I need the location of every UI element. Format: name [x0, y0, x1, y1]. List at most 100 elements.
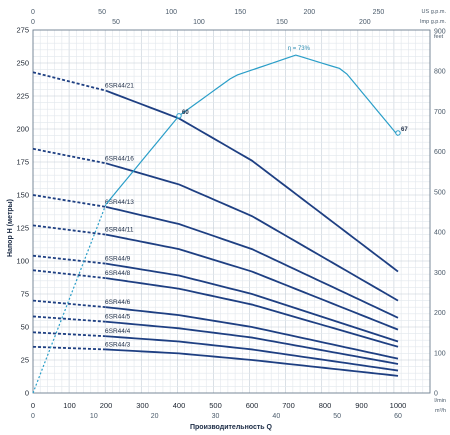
grid	[32, 29, 431, 394]
feet-tick-label: 800	[434, 69, 446, 76]
y-tick-label: 25	[21, 356, 29, 365]
efficiency-line	[105, 54, 399, 205]
right-unit-feet: feet	[434, 34, 444, 40]
top-tick-label-us: 100	[165, 9, 177, 16]
top-tick-label-us: 0	[31, 9, 35, 16]
top-tick-label-us: 250	[373, 9, 385, 16]
x-tick-label-m3h: 50	[333, 413, 341, 420]
x-tick-label-lmin: 600	[246, 401, 259, 410]
top-unit-us: US g.p.m.	[422, 9, 447, 15]
x-tick-label-m3h: 10	[90, 413, 98, 420]
top-tick-label-imp: 0	[31, 19, 35, 26]
pump-curve-dashed	[32, 194, 107, 208]
pump-curve	[105, 206, 399, 319]
efficiency-marker	[176, 113, 182, 119]
y-tick-label: 125	[16, 224, 29, 233]
x-tick-label-lmin: 800	[319, 401, 332, 410]
y-tick-label: 200	[16, 125, 29, 134]
feet-tick-label: 500	[434, 189, 446, 196]
pump-curve	[105, 320, 399, 365]
x-tick-label-lmin: 700	[282, 401, 295, 410]
feet-tick-label: 200	[434, 310, 446, 317]
x-tick-label-m3h: 40	[272, 413, 280, 420]
pump-curve-label: 6SR44/16	[105, 155, 134, 162]
efficiency-curve: η = 73% 60 67	[32, 46, 408, 394]
bottom-unit-lmin: l/min	[434, 398, 446, 404]
pump-curve	[105, 262, 399, 343]
efficiency-line-dashed	[32, 204, 107, 394]
tick-labels: 0255075100125150175200225250275010020030…	[16, 9, 445, 420]
pump-curve-label: 6SR44/6	[105, 299, 131, 306]
pump-curve	[105, 162, 399, 302]
y-tick-label: 0	[25, 389, 29, 398]
pump-curve-dashed	[32, 147, 107, 165]
x-tick-label-lmin: 0	[31, 401, 35, 410]
y-tick-label: 75	[21, 290, 29, 299]
pump-curve-dashed	[32, 299, 107, 309]
feet-tick-label: 300	[434, 270, 446, 277]
pump-curve-label: 6SR44/11	[105, 227, 134, 234]
feet-tick-label: 900	[434, 28, 446, 35]
x-tick-label-lmin: 1000	[390, 401, 407, 410]
pump-curve	[105, 335, 399, 372]
pump-curve-label: 6SR44/8	[105, 270, 131, 277]
y-tick-label: 175	[16, 158, 29, 167]
pump-curve-label: 6SR44/21	[105, 83, 134, 90]
x-tick-label-m3h: 60	[394, 413, 402, 420]
y-tick-label: 50	[21, 323, 29, 332]
x-tick-label-lmin: 200	[100, 401, 113, 410]
x-tick-label-lmin: 500	[209, 401, 222, 410]
pump-curve-label: 6SR44/5	[105, 314, 131, 321]
pump-curve-dashed	[32, 331, 107, 338]
pump-curve	[105, 277, 399, 348]
top-tick-label-imp: 150	[276, 19, 288, 26]
pump-curve	[105, 89, 399, 273]
pump-curve-dashed	[32, 269, 107, 280]
top-tick-label-us: 50	[98, 9, 106, 16]
pump-curve-label: 6SR44/3	[105, 341, 131, 348]
pump-curve-dashed	[32, 224, 107, 236]
pump-curve	[105, 348, 399, 377]
top-tick-label-imp: 200	[359, 19, 371, 26]
pump-curve-dashed	[32, 71, 107, 92]
pump-curves: 6SR44/21 6SR44/16 6SR44/13 6SR44/11 6SR44/9 6…	[32, 71, 399, 377]
y-tick-label: 100	[16, 257, 29, 266]
feet-tick-label: 100	[434, 350, 446, 357]
pump-curve-label: 6SR44/4	[105, 328, 131, 335]
feet-tick-label: 400	[434, 230, 446, 237]
y-tick-label: 275	[16, 26, 29, 35]
x-tick-label-lmin: 900	[355, 401, 368, 410]
efficiency-label: η = 73%	[288, 46, 311, 52]
y-tick-label: 150	[16, 191, 29, 200]
bottom-unit-m3h: m³/h	[435, 408, 446, 414]
plot-frame	[32, 29, 431, 394]
top-tick-label-us: 150	[234, 9, 246, 16]
top-tick-label-imp: 50	[112, 19, 120, 26]
pump-curve-dashed	[32, 254, 107, 265]
pump-curve-label: 6SR44/9	[105, 256, 131, 263]
efficiency-marker-label: 60	[182, 110, 189, 116]
x-axis-title: Производительность Q	[190, 424, 273, 431]
top-tick-label-us: 200	[303, 9, 315, 16]
efficiency-marker-label: 67	[401, 127, 408, 133]
x-tick-label-m3h: 30	[212, 413, 220, 420]
top-unit-imp: Imp g.p.m.	[420, 19, 446, 25]
x-tick-label-lmin: 400	[173, 401, 186, 410]
pump-curve-dashed	[32, 315, 107, 323]
x-tick-label-m3h: 20	[151, 413, 159, 420]
feet-tick-label: 700	[434, 109, 446, 116]
x-tick-label-m3h: 0	[31, 413, 35, 420]
y-axis-title: Напор H (метры)	[7, 199, 14, 257]
y-tick-label: 225	[16, 92, 29, 101]
feet-tick-label: 600	[434, 149, 446, 156]
pump-curve-label: 6SR44/13	[105, 199, 134, 206]
x-tick-label-lmin: 300	[136, 401, 149, 410]
y-tick-label: 250	[16, 59, 29, 68]
x-tick-label-lmin: 100	[63, 401, 76, 410]
top-tick-label-imp: 100	[193, 19, 205, 26]
pump-curve	[105, 306, 399, 360]
pump-curve-dashed	[32, 345, 107, 351]
